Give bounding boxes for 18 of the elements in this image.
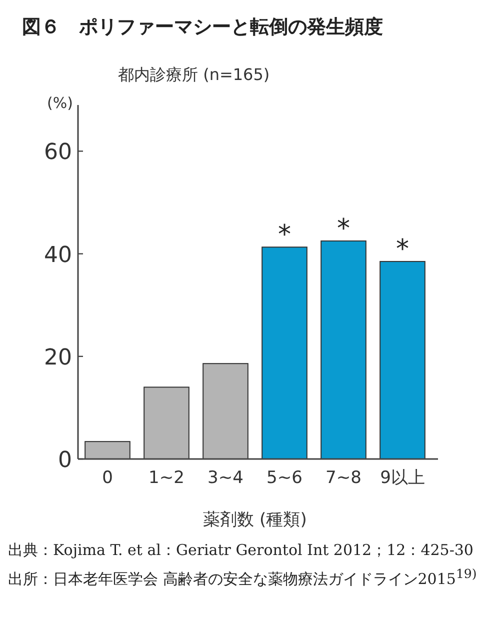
x-tick-label: 0 (102, 468, 113, 488)
text: 出所：日本老年医学会 高齢者の安全な薬物療法ガイドライン2015$^{19)}$ (8, 565, 478, 590)
y-axis-title: (%) (47, 94, 73, 112)
x-tick-label: 9以上 (380, 468, 425, 488)
x-tick-label: 3~4 (208, 468, 244, 488)
y-tick-label: 40 (44, 242, 72, 268)
annotation: * (396, 234, 409, 264)
annotation: * (337, 214, 350, 244)
source-note: 出典：Kojima T. et al：Geriatr Gerontol Int 2012；12：425-30 (8, 540, 474, 561)
x-axis-title: 薬剤数 (種類) (203, 510, 307, 530)
chart-title: 図６ ポリファーマシーと転倒の発生頻度 (22, 16, 383, 38)
y-tick-label: 20 (44, 345, 72, 370)
x-tick-label: 5~6 (266, 468, 302, 488)
x-tick-label: 1~2 (148, 468, 184, 488)
annotation: * (278, 220, 291, 250)
y-tick-label: 60 (44, 140, 72, 166)
chart-subtitle: 都内診療所 (n=165) (118, 65, 270, 84)
x-tick-label: 7~8 (326, 468, 362, 488)
